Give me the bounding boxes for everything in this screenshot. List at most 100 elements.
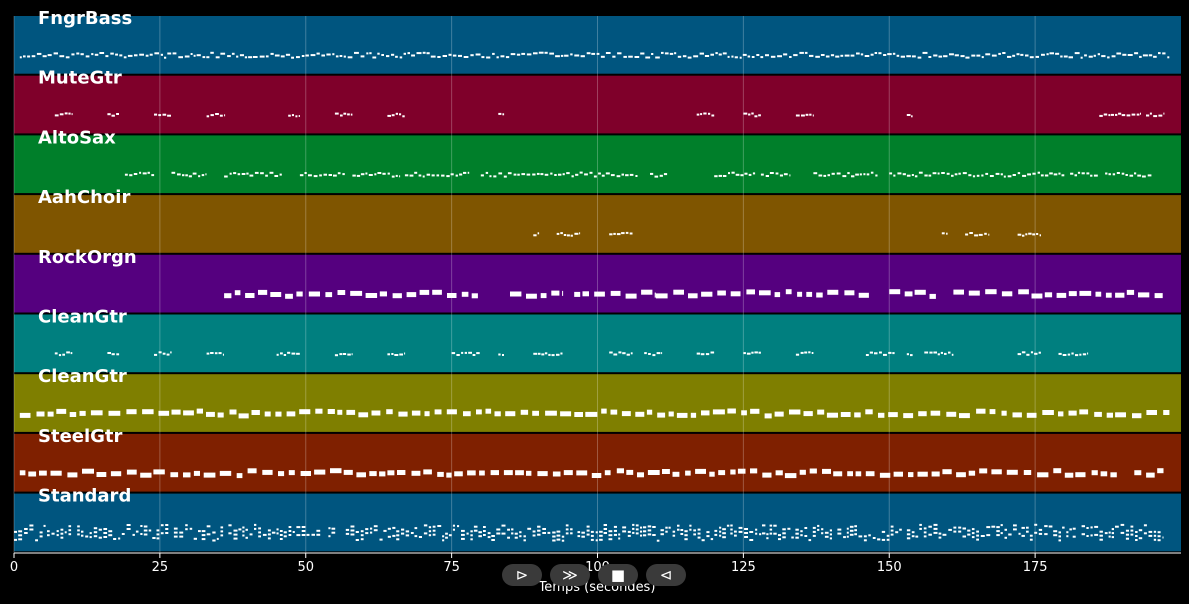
note-8-0-130-1 [590, 534, 594, 537]
note-8-0-15-1 [81, 530, 84, 533]
note-4-0-1-0 [234, 290, 241, 296]
note-6-0-14-0 [206, 411, 215, 417]
note-8-0-161-2 [722, 536, 726, 539]
note-5-1-0-0 [107, 352, 111, 354]
note-8-0-175-0 [782, 528, 786, 531]
note-8-0-141-0 [640, 526, 643, 529]
note-8-0-29-0 [143, 525, 148, 528]
note-8-0-90-2 [414, 535, 418, 538]
note-0-0-172-0 [874, 52, 878, 54]
note-5-9-2-0 [541, 353, 545, 356]
note-4-5-12-0 [1115, 292, 1125, 298]
note-8-0-223-2 [996, 534, 1000, 537]
track-label-8: Standard [38, 486, 131, 507]
gridlines [13, 16, 1036, 553]
note-6-0-78-0 [1001, 410, 1007, 416]
note-0-0-70-0 [366, 52, 369, 55]
note-0-0-157-0 [799, 51, 804, 54]
note-0-0-15-0 [94, 53, 99, 56]
note-0-0-72-0 [372, 56, 377, 59]
note-0-0-103-0 [526, 53, 532, 56]
note-5-17-1-0 [929, 351, 933, 354]
note-8-0-106-1 [483, 530, 486, 532]
note-2-5-4-0 [422, 175, 425, 178]
track-label-7: SteelGtr [38, 426, 123, 447]
note-0-0-152-0 [770, 55, 776, 58]
note-6-0-44-0 [574, 412, 583, 417]
back-button[interactable]: ⊲ [646, 564, 686, 586]
note-5-14-0-0 [795, 353, 800, 356]
note-4-5-3-0 [1001, 291, 1013, 297]
note-8-0-217-0 [967, 529, 971, 532]
note-8-0-179-1 [800, 530, 803, 533]
next-button[interactable]: ≫ [550, 564, 590, 586]
track-lane-5 [14, 314, 1181, 373]
note-8-0-230-0 [1026, 526, 1029, 529]
note-0-0-100-0 [510, 53, 516, 56]
note-5-9-6-0 [556, 353, 560, 356]
note-8-0-138-2 [627, 534, 631, 537]
note-2-9-3-0 [775, 172, 779, 175]
note-6-0-19-0 [264, 411, 271, 417]
note-5-16-0-0 [906, 353, 909, 356]
note-8-0-172-2 [769, 532, 773, 535]
note-5-0-0-0 [54, 352, 58, 355]
note-6-0-47-0 [610, 409, 618, 415]
note-8-0-237-1 [1058, 535, 1061, 538]
note-8-0-233-0 [1038, 528, 1043, 531]
note-3-5-2-0 [1025, 233, 1028, 236]
note-0-0-68-0 [354, 51, 359, 54]
note-2-7-2-0 [659, 174, 663, 177]
note-8-0-76-1 [350, 529, 355, 532]
note-7-0-54-0 [695, 468, 706, 474]
note-0-0-143-0 [731, 55, 734, 58]
note-8-0-81-0 [373, 525, 378, 528]
note-8-0-28-2 [140, 533, 143, 535]
note-1-8-4-0 [711, 114, 715, 117]
note-1-0-1-0 [59, 113, 64, 116]
note-8-0-256-0 [1138, 529, 1143, 532]
note-8-0-178-1 [795, 532, 799, 535]
note-2-6-31-0 [621, 173, 624, 176]
note-1-11-0-0 [906, 114, 911, 116]
note-8-0-125-1 [570, 528, 573, 531]
note-8-0-42-1 [201, 534, 206, 537]
note-2-8-1-0 [718, 174, 723, 177]
note-2-9-0-0 [760, 173, 764, 176]
note-4-1-3-0 [551, 290, 560, 296]
note-4-3-1-0 [673, 289, 684, 295]
note-8-0-1-1 [18, 534, 23, 537]
note-1-3-2-0 [215, 113, 219, 115]
note-0-0-220-0 [1111, 55, 1116, 58]
note-0-0-4-0 [36, 52, 42, 55]
note-0-0-179-0 [906, 55, 911, 58]
note-6-0-62-0 [789, 409, 801, 415]
note-2-11-17-0 [962, 172, 967, 175]
note-8-0-111-0 [507, 528, 510, 531]
note-7-0-63-0 [799, 469, 806, 475]
note-0-0-120-0 [617, 52, 622, 55]
note-0-0-164-0 [835, 55, 840, 58]
play-button[interactable]: ⊳ [502, 564, 542, 586]
note-7-0-60-0 [762, 472, 772, 478]
note-4-0-9-0 [337, 290, 346, 295]
note-7-0-14-0 [203, 472, 216, 478]
note-8-0-115-1 [523, 535, 526, 538]
note-2-8-8-0 [748, 173, 752, 176]
note-8-0-9-0 [56, 530, 59, 533]
note-0-0-167-0 [850, 54, 855, 57]
note-6-0-63-0 [803, 411, 813, 417]
note-8-0-175-2 [782, 536, 786, 539]
note-2-8-3-0 [728, 172, 730, 175]
note-1-4-3-0 [298, 115, 300, 117]
note-4-1-2-0 [540, 293, 547, 299]
note-7-0-12-0 [183, 472, 191, 478]
stop-button[interactable]: ■ [598, 564, 638, 586]
note-8-0-217-1 [967, 533, 971, 536]
note-0-0-174-0 [883, 54, 887, 56]
note-2-0-1-0 [129, 174, 133, 177]
note-2-6-4-0 [498, 172, 503, 175]
note-8-0-154-1 [693, 529, 696, 532]
note-8-0-258-1 [1148, 534, 1153, 537]
